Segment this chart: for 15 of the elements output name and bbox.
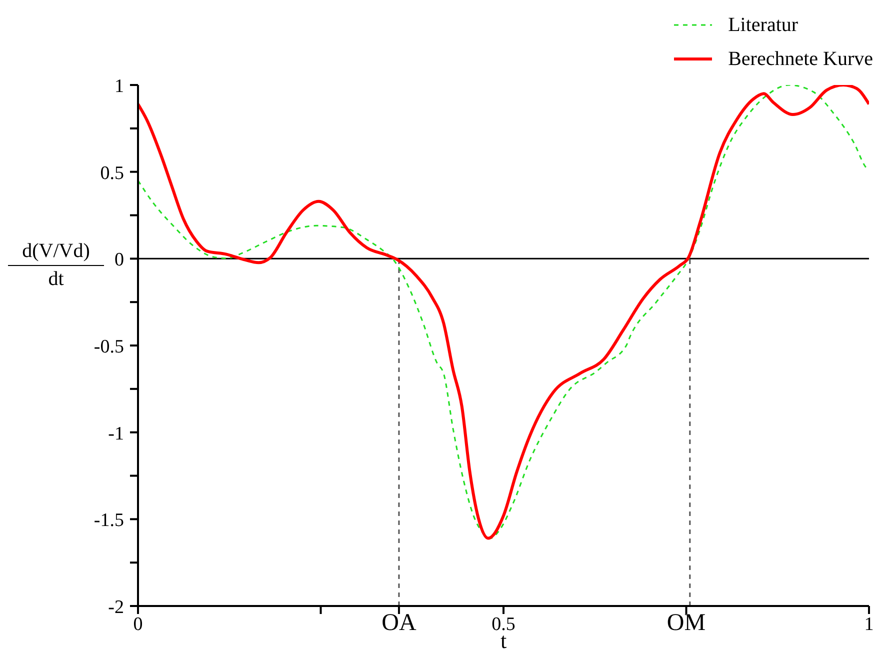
y-tick-label: 0.5 bbox=[100, 162, 124, 184]
x-tick-label: OM bbox=[666, 610, 706, 636]
y-axis-title: d(V/Vd) dt bbox=[21, 239, 91, 292]
legend-label: Berechnete Kurve bbox=[728, 48, 873, 70]
y-tick-label: 1 bbox=[114, 76, 124, 97]
x-tick-label: 1 bbox=[864, 614, 874, 635]
y-tick-label: -2 bbox=[108, 597, 124, 618]
x-tick-label: 0 bbox=[133, 614, 143, 635]
x-tick-label: OA bbox=[382, 610, 417, 636]
y-tick-label: 0 bbox=[114, 250, 124, 271]
y-tick-label: -0.5 bbox=[94, 336, 124, 358]
y-tick-label: -1 bbox=[108, 423, 124, 444]
legend-label: Literatur bbox=[728, 14, 798, 36]
x-tick-label: 0.5 bbox=[492, 614, 516, 635]
y-tick-label: -1.5 bbox=[94, 510, 124, 532]
